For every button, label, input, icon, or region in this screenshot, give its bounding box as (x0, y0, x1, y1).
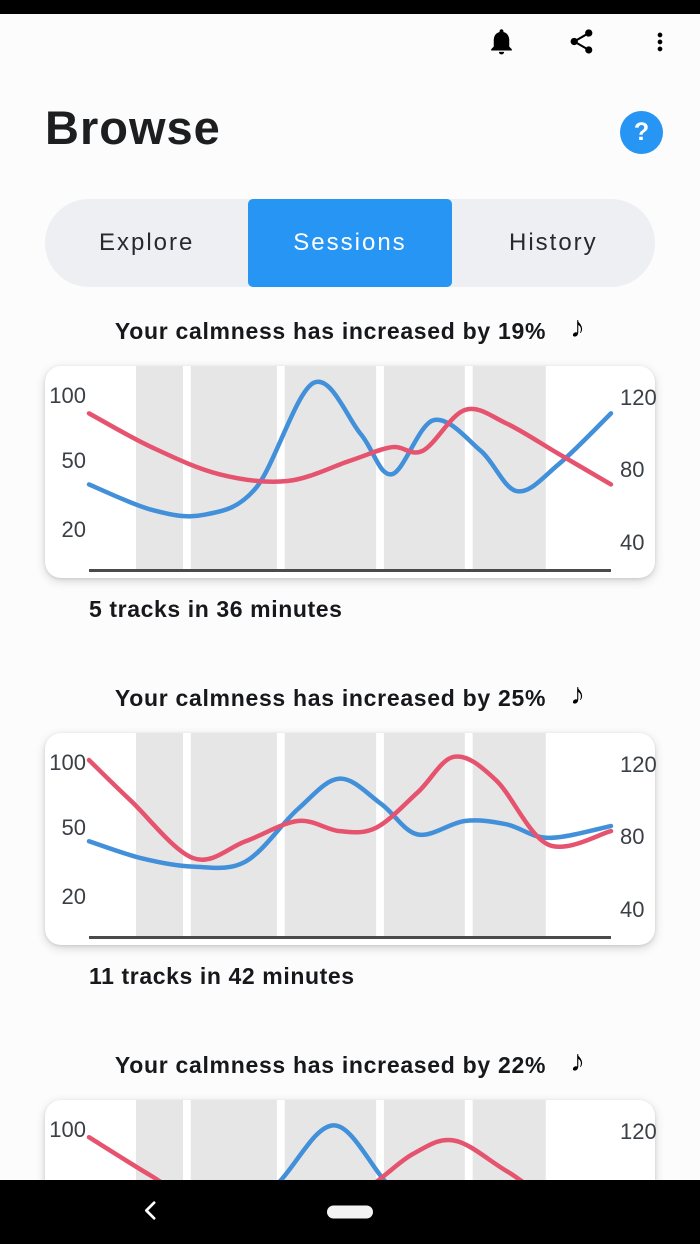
more-vert-icon (646, 28, 674, 59)
share-button[interactable] (567, 27, 596, 59)
axis-tick-label: 120 (620, 752, 657, 778)
chart-plot (89, 733, 611, 939)
track-band (472, 366, 546, 569)
chart-canvas (89, 366, 611, 569)
axis-tick-label: 50 (61, 448, 86, 474)
music-note-icon: ♪ (570, 314, 586, 344)
session-card-1[interactable]: Your calmness has increased by 19% ♪ 100… (45, 314, 657, 623)
status-bar (0, 0, 700, 14)
chart-canvas (89, 733, 611, 936)
session-title: Your calmness has increased by 22% (114, 1051, 547, 1078)
music-note-icon: ♪ (570, 1045, 586, 1078)
session-title-row: Your calmness has increased by 25% ♪ (45, 678, 655, 715)
left-axis-labels: 100 50 20 (45, 733, 89, 936)
session-title-row: Your calmness has increased by 22% ♪ (45, 1045, 655, 1082)
heart-rate-line (89, 756, 611, 859)
track-band (284, 733, 377, 936)
toolbar (486, 26, 674, 60)
axis-tick-label: 120 (620, 385, 657, 411)
session-title-row: Your calmness has increased by 19% ♪ (45, 314, 655, 348)
tab-sessions[interactable]: Sessions (248, 199, 452, 287)
track-band (135, 366, 183, 569)
track-band (135, 733, 183, 936)
session-chart: 100 50 20 120 80 40 (45, 733, 657, 945)
axis-tick-label: 40 (620, 529, 645, 555)
session-caption: 11 tracks in 42 minutes (89, 963, 355, 989)
music-note-icon: ♪ (570, 678, 586, 711)
page-title: Browse (45, 101, 221, 154)
sessions-list: Your calmness has increased by 19% ♪ 100… (0, 314, 700, 1244)
axis-tick-label: 20 (61, 884, 86, 910)
axis-tick-label: 80 (620, 456, 645, 482)
bell-icon (486, 26, 517, 60)
session-caption: 5 tracks in 36 minutes (89, 596, 343, 622)
help-button[interactable]: ? (620, 111, 663, 154)
axis-tick-label: 100 (49, 1117, 86, 1143)
session-card-2[interactable]: Your calmness has increased by 25% ♪ 100… (45, 678, 657, 990)
axis-tick-label: 50 (61, 815, 86, 841)
home-pill-icon (327, 1205, 373, 1219)
notifications-button[interactable] (486, 26, 517, 60)
more-options-button[interactable] (646, 28, 674, 59)
system-nav-bar (0, 1180, 700, 1244)
tab-history[interactable]: History (452, 199, 655, 287)
home-button[interactable] (317, 1192, 383, 1233)
axis-tick-label: 100 (49, 750, 86, 776)
back-icon (138, 1198, 163, 1226)
right-axis-labels: 120 80 40 (611, 366, 657, 569)
session-title: Your calmness has increased by 19% (114, 317, 547, 344)
axis-tick-label: 40 (620, 896, 645, 922)
right-axis-labels: 120 80 40 (611, 733, 657, 936)
back-button[interactable] (132, 1192, 169, 1232)
tab-bar: Explore Sessions History (45, 199, 655, 287)
share-icon (567, 27, 596, 59)
axis-tick-label: 120 (620, 1119, 657, 1145)
axis-tick-label: 100 (49, 383, 86, 409)
axis-tick-label: 20 (61, 517, 86, 543)
chart-plot (89, 366, 611, 572)
track-band (383, 366, 465, 569)
track-band (190, 366, 277, 569)
tab-explore[interactable]: Explore (45, 199, 248, 287)
heart-rate-line (89, 409, 611, 484)
axis-tick-label: 80 (620, 823, 645, 849)
session-chart: 100 50 20 120 80 40 (45, 366, 657, 578)
session-title: Your calmness has increased by 25% (114, 684, 547, 711)
left-axis-labels: 100 50 20 (45, 366, 89, 569)
calmness-line (89, 779, 611, 868)
